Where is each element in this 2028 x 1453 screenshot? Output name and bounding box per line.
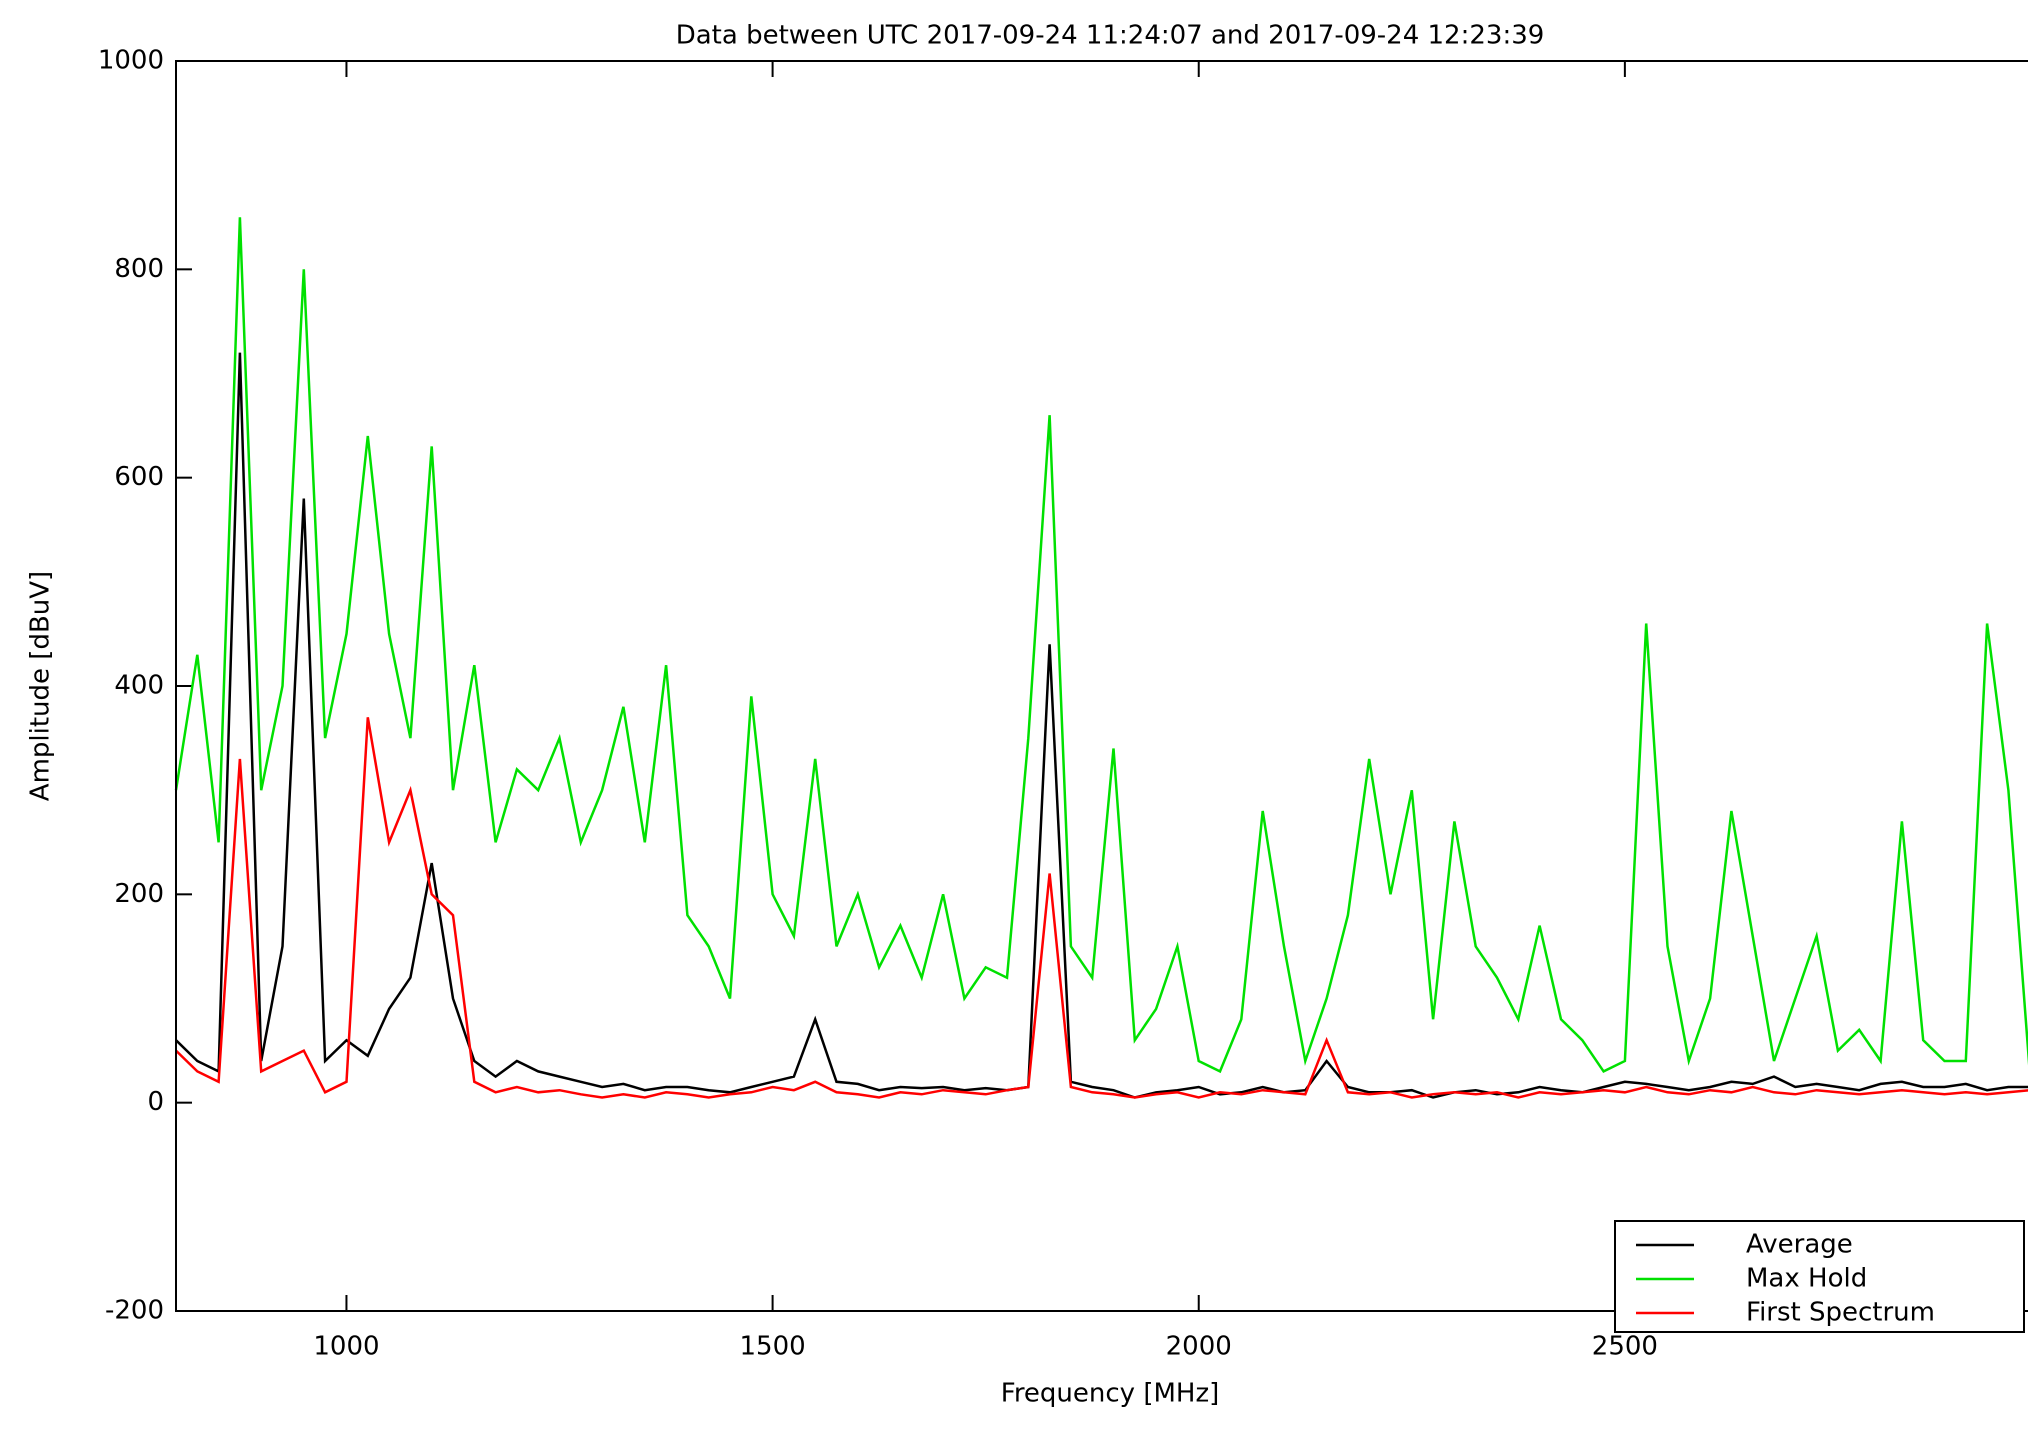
series-line bbox=[175, 717, 2028, 1099]
x-tick-label: 2000 bbox=[1166, 1332, 1232, 1362]
legend-label: Average bbox=[1746, 1230, 1853, 1260]
y-tick-label: 400 bbox=[114, 671, 164, 701]
x-tick-label: 1500 bbox=[740, 1332, 806, 1362]
y-tick-label: 600 bbox=[114, 462, 164, 492]
y-tick-label: -200 bbox=[105, 1296, 164, 1326]
x-tick-label: 2500 bbox=[1592, 1332, 1658, 1362]
y-tick-label: 0 bbox=[147, 1087, 164, 1117]
y-tick-label: 200 bbox=[114, 879, 164, 909]
y-tick-label: 800 bbox=[114, 254, 164, 284]
x-axis-label: Frequency [MHz] bbox=[1001, 1379, 1220, 1409]
y-axis-label: Amplitude [dBuV] bbox=[26, 571, 56, 801]
series-line bbox=[175, 352, 2028, 1099]
chart-title: Data between UTC 2017-09-24 11:24:07 and… bbox=[676, 21, 1545, 51]
series-line bbox=[174, 217, 2028, 1074]
legend-label: First Spectrum bbox=[1746, 1298, 1935, 1328]
x-tick-label: 1000 bbox=[313, 1332, 379, 1362]
plot-frame bbox=[175, 60, 2028, 1312]
y-tick-label: 1000 bbox=[98, 46, 164, 76]
legend-label: Max Hold bbox=[1746, 1264, 1867, 1294]
